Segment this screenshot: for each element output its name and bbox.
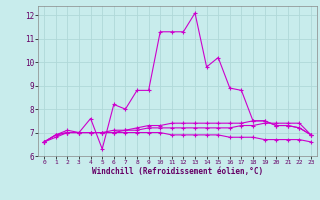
X-axis label: Windchill (Refroidissement éolien,°C): Windchill (Refroidissement éolien,°C): [92, 167, 263, 176]
